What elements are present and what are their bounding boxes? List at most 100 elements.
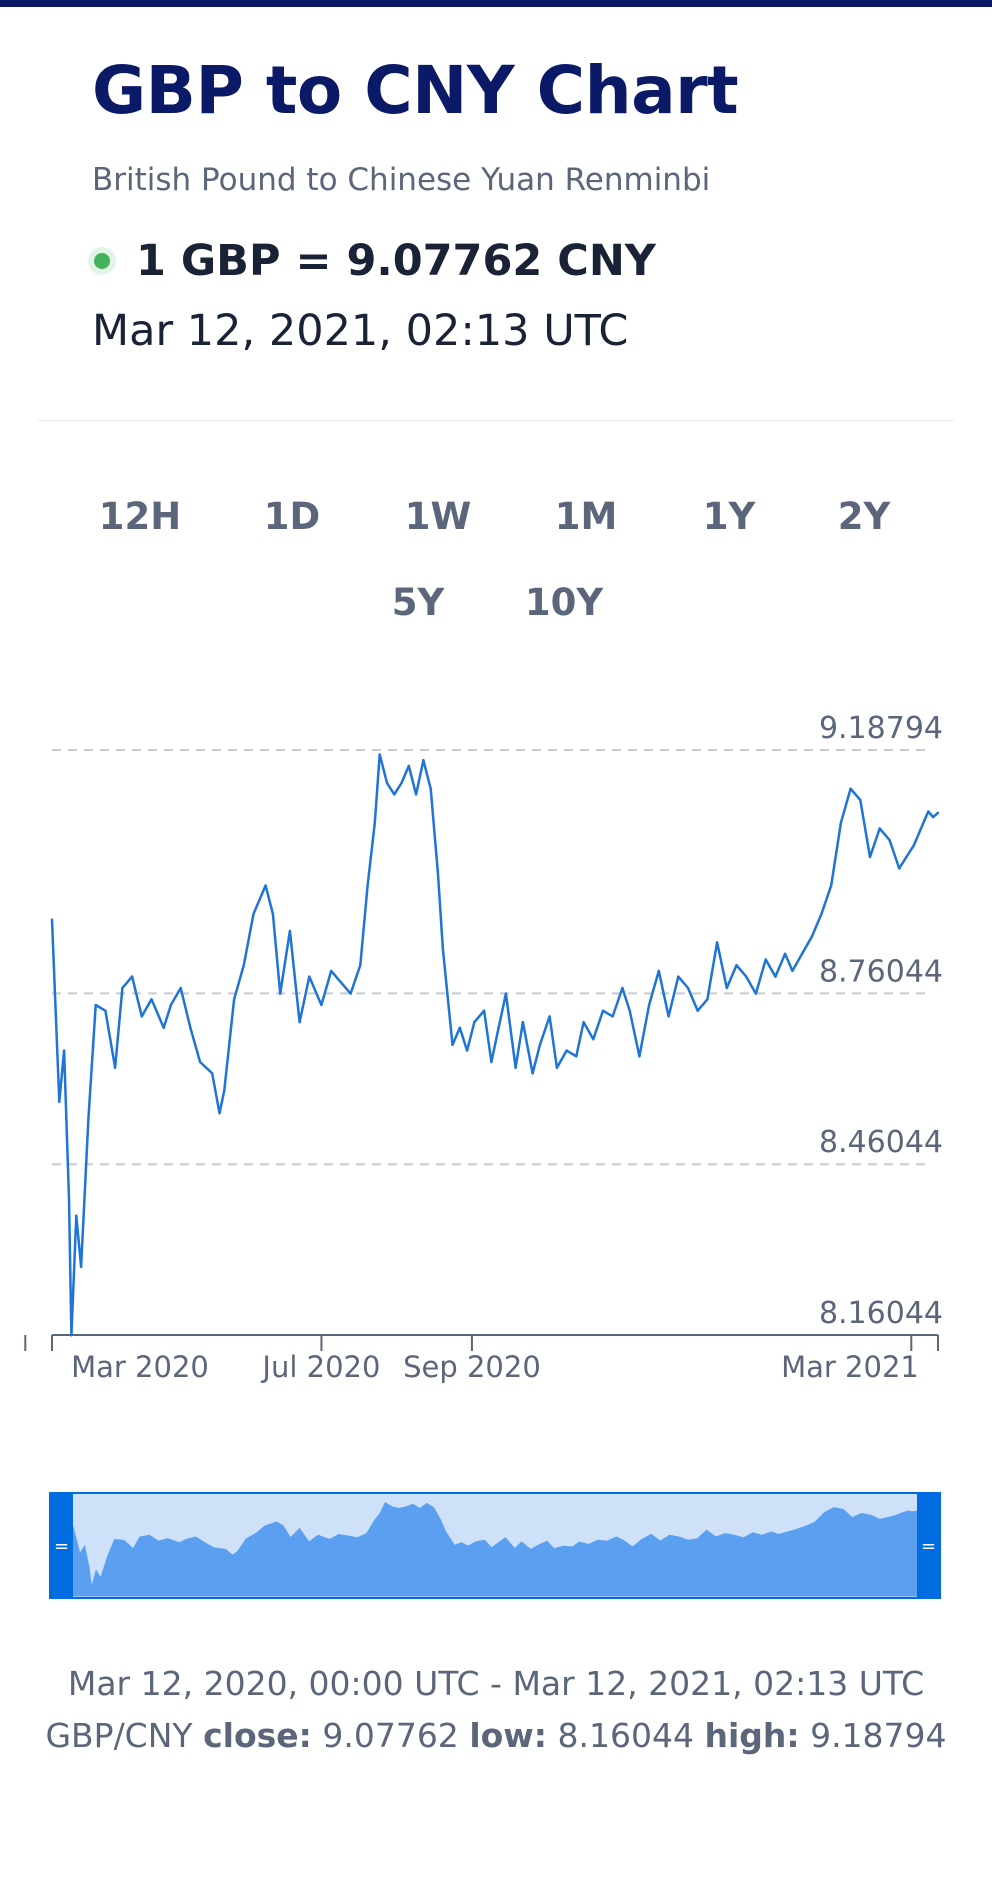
range-button-1m[interactable]: 1M (554, 495, 618, 538)
data-point (62, 1049, 66, 1052)
data-point (58, 1100, 61, 1103)
data-point (279, 992, 282, 995)
data-point (548, 1015, 551, 1018)
rate-value: 1 GBP = 9.07762 CNY (136, 236, 656, 286)
data-point (601, 1009, 605, 1012)
navigator-right-handle[interactable] (917, 1493, 940, 1598)
data-point (715, 941, 719, 944)
range-button-5y[interactable]: 5Y (391, 581, 445, 624)
data-point (783, 952, 787, 955)
data-point (905, 855, 908, 859)
data-point (647, 1003, 651, 1007)
data-point (400, 781, 403, 785)
data-point (288, 929, 292, 933)
data-point (898, 867, 901, 870)
data-point (169, 1003, 173, 1007)
data-point (936, 811, 940, 814)
page-subtitle: British Pound to Chinese Yuan Renminbi (92, 162, 711, 198)
data-point (859, 798, 862, 802)
live-status-dot-icon (94, 253, 110, 269)
data-point (696, 1009, 699, 1012)
data-point (592, 1038, 595, 1041)
data-point (621, 986, 624, 990)
navigator-left-handle[interactable] (50, 1493, 73, 1598)
data-point (308, 975, 311, 978)
section-divider (38, 420, 954, 421)
data-point (931, 815, 935, 819)
data-point (67, 1197, 71, 1200)
data-point (686, 986, 690, 990)
range-button-1w[interactable]: 1W (404, 495, 472, 538)
range-button-1d[interactable]: 1D (263, 495, 321, 538)
rate-line-chart[interactable]: 9.18794 8.76044 8.46044 8.16044 Mar 2020 Jul… (0, 690, 992, 1410)
data-point (271, 912, 275, 916)
data-point (830, 884, 833, 887)
low-value: 8.16044 (557, 1716, 694, 1755)
data-point (50, 918, 54, 921)
data-point (497, 1026, 500, 1029)
right-handle-grip-icon: = (921, 1536, 936, 1557)
data-point (611, 1015, 614, 1018)
data-point (211, 1072, 214, 1075)
data-point (150, 998, 153, 1001)
data-point (582, 1020, 585, 1024)
data-point (441, 946, 444, 950)
data-point (130, 975, 134, 978)
data-point (667, 1015, 670, 1018)
data-point (745, 975, 748, 978)
data-point (320, 1003, 323, 1007)
data-point (232, 998, 236, 1001)
data-point (451, 1043, 454, 1047)
range-button-1y[interactable]: 1Y (702, 495, 756, 538)
data-point (754, 992, 758, 995)
data-point (113, 1066, 117, 1069)
data-point (774, 975, 777, 978)
data-point (223, 1089, 226, 1092)
top-accent-bar (0, 0, 992, 7)
data-point (140, 1015, 143, 1018)
data-point (839, 821, 843, 824)
data-point (638, 1055, 641, 1058)
chart-series (50, 753, 940, 1337)
range-button-2y[interactable]: 2Y (837, 495, 891, 538)
data-point (565, 1049, 568, 1052)
footer-date-range: Mar 12, 2020, 00:00 UTC - Mar 12, 2021, … (67, 1664, 925, 1703)
data-point (70, 1334, 73, 1337)
close-value: 9.07762 (322, 1716, 459, 1755)
data-point (531, 1072, 534, 1075)
data-point (422, 759, 425, 762)
data-point (473, 1020, 476, 1024)
navigator-area (72, 1501, 918, 1597)
data-point (198, 1060, 202, 1064)
data-point (94, 1003, 97, 1007)
data-point (764, 958, 767, 961)
data-point (504, 992, 508, 995)
x-tick-label: Jul 2020 (260, 1350, 380, 1384)
data-point (791, 969, 794, 973)
data-point (393, 793, 396, 796)
data-point (810, 935, 813, 938)
data-point (888, 838, 891, 842)
high-label: high: (704, 1716, 800, 1755)
data-point (482, 1009, 486, 1012)
data-point (465, 1049, 469, 1052)
data-point (868, 855, 872, 859)
data-point (628, 1009, 631, 1012)
data-point (252, 912, 255, 916)
y-tick-label: 8.76044 (819, 954, 943, 989)
series-line (50, 753, 939, 1337)
data-point (878, 827, 881, 830)
data-point (242, 964, 245, 967)
data-point (189, 1026, 192, 1029)
x-tick-label: Sep 2020 (403, 1350, 541, 1384)
range-button-10y[interactable]: 10Y (524, 581, 604, 624)
data-point (104, 1009, 107, 1012)
footer-stats: GBP/CNY close: 9.07762 low: 8.16044 high… (0, 1716, 992, 1755)
y-tick-label: 8.46044 (819, 1125, 943, 1160)
data-point (385, 781, 389, 785)
data-point (87, 1117, 90, 1121)
range-button-12h[interactable]: 12H (98, 495, 182, 538)
data-point (849, 787, 852, 790)
left-handle-grip-icon: = (54, 1536, 69, 1557)
range-navigator[interactable]: = = (0, 1480, 992, 1600)
